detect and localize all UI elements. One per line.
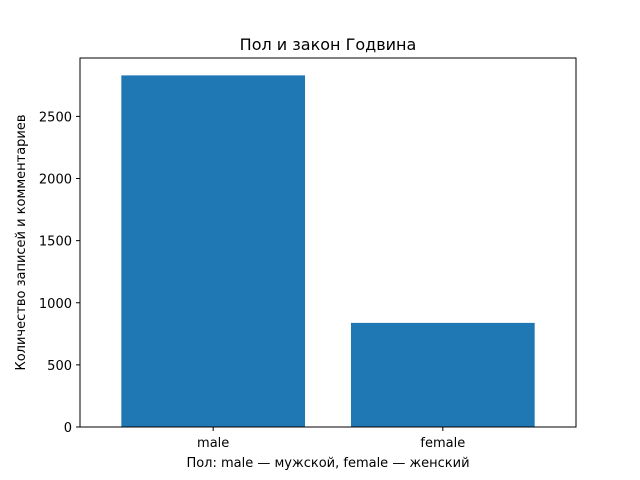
y-tick-label: 2000 bbox=[39, 173, 72, 188]
x-tick-label-male: male bbox=[197, 436, 229, 451]
y-tick-label: 2500 bbox=[39, 110, 72, 125]
x-tick-label-female: female bbox=[420, 436, 465, 451]
y-tick-label: 500 bbox=[47, 359, 72, 374]
plot-frame bbox=[79, 57, 577, 428]
bar-female bbox=[350, 322, 535, 427]
bars-group bbox=[121, 75, 535, 428]
y-tick-label: 1500 bbox=[39, 235, 72, 250]
x-axis-ticks: male female bbox=[197, 427, 465, 451]
x-axis-label: Пол: male — мужской, female — женский bbox=[186, 456, 469, 471]
chart-title: Пол и закон Годвина bbox=[240, 35, 417, 54]
bar-male bbox=[121, 75, 306, 428]
y-tick-label: 0 bbox=[64, 421, 72, 436]
y-axis-ticks: 0 500 1000 1500 2000 2500 bbox=[39, 110, 80, 436]
y-tick-label: 1000 bbox=[39, 297, 72, 312]
y-axis-label: Количество записей и комментариев bbox=[14, 114, 29, 370]
